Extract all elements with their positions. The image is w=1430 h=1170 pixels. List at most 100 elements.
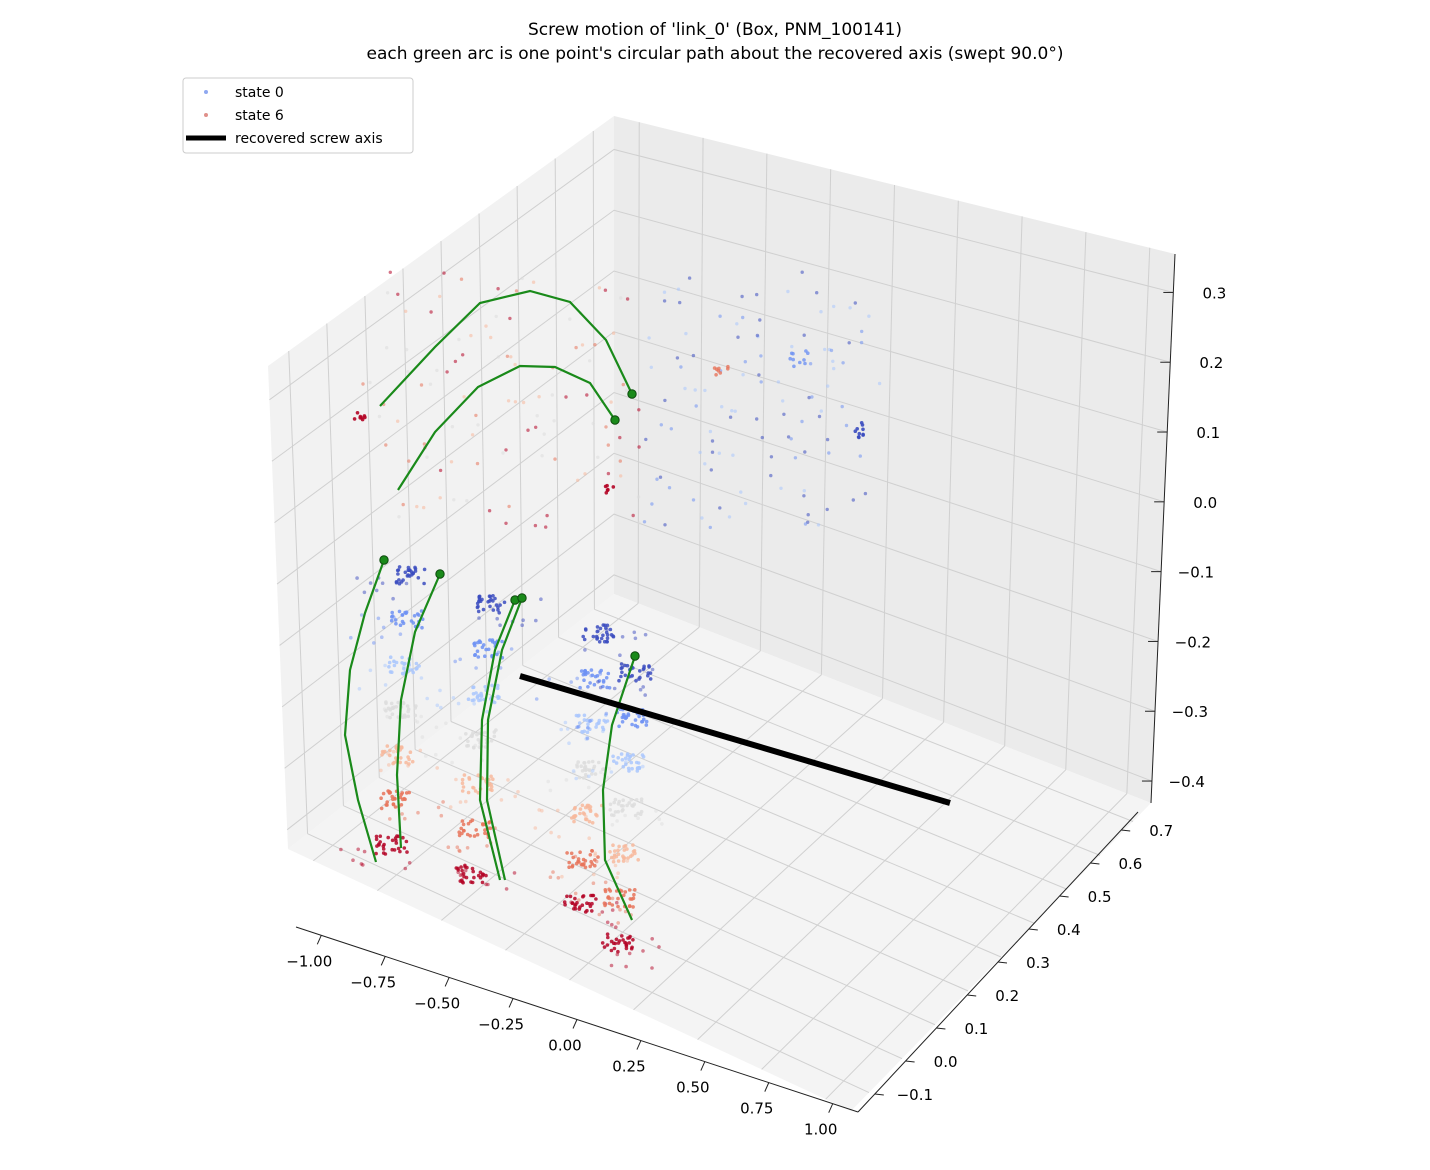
data-point [456, 870, 461, 875]
data-point [388, 715, 392, 720]
data-point [390, 610, 395, 615]
data-point [589, 674, 593, 678]
legend-marker-state-6 [204, 113, 208, 117]
data-point [398, 623, 403, 627]
data-point [439, 705, 443, 710]
data-point [379, 796, 383, 800]
grid-line-z [271, 209, 1171, 462]
z-tick-label: −0.3 [1172, 703, 1208, 721]
data-point [506, 399, 511, 403]
data-point [384, 701, 388, 706]
data-point [400, 812, 404, 816]
data-point [601, 680, 606, 684]
data-point [548, 875, 553, 879]
data-point [376, 616, 381, 621]
data-point [471, 730, 475, 735]
data-point [406, 370, 410, 374]
data-point [608, 808, 612, 812]
data-point [658, 475, 663, 479]
data-point [435, 766, 440, 770]
data-point [594, 725, 598, 729]
data-point [472, 875, 476, 880]
data-point [621, 382, 625, 387]
data-point [484, 873, 488, 878]
data-point [617, 799, 621, 804]
data-point [603, 288, 608, 292]
data-point [630, 722, 634, 727]
data-point [394, 705, 399, 709]
data-point [739, 490, 743, 494]
data-point [605, 483, 609, 488]
data-point [466, 790, 471, 795]
data-point [573, 891, 578, 896]
data-point [419, 714, 424, 719]
data-point [387, 660, 392, 665]
data-point [611, 859, 616, 864]
data-point [521, 618, 525, 622]
data-point [397, 578, 401, 582]
data-point [568, 317, 572, 321]
data-point [760, 435, 764, 440]
data-point [606, 935, 610, 940]
data-point [603, 888, 608, 892]
data-point [605, 627, 609, 632]
data-point [853, 429, 858, 434]
data-point [639, 797, 644, 801]
data-point [585, 393, 589, 397]
data-point [589, 668, 594, 672]
z-tick-label: −0.4 [1169, 773, 1205, 791]
data-point [476, 604, 480, 609]
data-point [831, 359, 835, 363]
data-point [623, 673, 628, 678]
data-point [650, 502, 654, 506]
data-point [591, 881, 596, 885]
data-point [597, 640, 602, 644]
data-point [445, 370, 449, 374]
data-point [467, 776, 471, 780]
data-point [404, 839, 409, 844]
data-point [359, 613, 364, 617]
data-point [691, 498, 696, 502]
data-point [631, 843, 635, 847]
data-point [407, 757, 411, 762]
data-point [476, 609, 481, 614]
data-point [620, 720, 625, 724]
grid-line-y-floor [486, 692, 1035, 924]
data-point [450, 425, 455, 429]
y-tick-labels: −0.10.0 0.1 0.2 0.3 0.4 0.5 0.6 0.7 [874, 822, 1173, 1104]
data-point [627, 951, 632, 956]
y-tick-label: −0.1 [897, 1086, 933, 1104]
data-point [411, 621, 416, 625]
data-point [803, 522, 808, 526]
data-point [786, 289, 790, 294]
data-point [537, 395, 541, 399]
data-point [759, 354, 763, 358]
data-point [621, 798, 625, 802]
data-point [581, 634, 585, 639]
data-point [488, 826, 493, 831]
data-point [825, 507, 829, 512]
data-point [624, 946, 629, 951]
data-point [380, 635, 384, 639]
data-point [603, 880, 608, 885]
data-point [390, 670, 394, 674]
data-point [598, 672, 603, 676]
data-point [600, 941, 605, 945]
data-point [404, 610, 409, 614]
data-point [402, 846, 407, 850]
data-point [362, 414, 367, 418]
data-point [803, 361, 807, 366]
data-point [708, 429, 713, 434]
data-point [435, 703, 440, 708]
data-point [504, 521, 508, 525]
data-point [428, 382, 433, 386]
data-point [568, 894, 573, 899]
data-point [791, 357, 795, 362]
data-point [627, 888, 632, 892]
data-point [387, 789, 392, 794]
y-tick-label: 0.7 [1149, 822, 1173, 840]
data-point [390, 838, 395, 843]
data-point [618, 435, 622, 440]
data-point [643, 632, 648, 637]
data-point [406, 709, 411, 714]
